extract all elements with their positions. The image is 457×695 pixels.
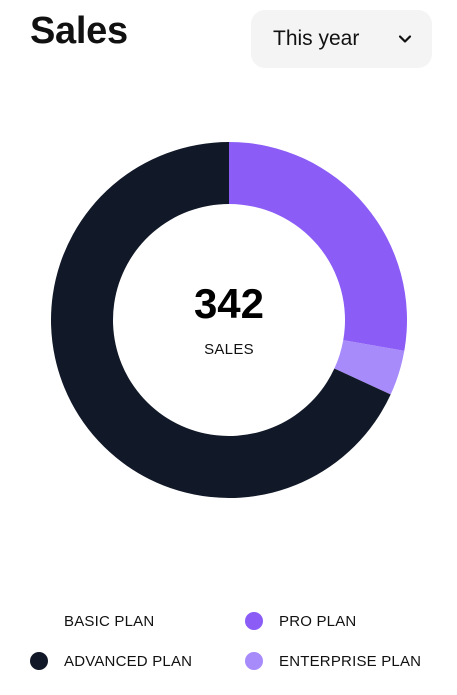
legend-item-advanced-plan: ADVANCED PLAN [30, 652, 192, 670]
legend-item-basic-plan: BASIC PLAN [30, 612, 154, 630]
legend-item-pro-plan: PRO PLAN [245, 612, 356, 630]
legend-dot-basic-plan [30, 612, 48, 630]
legend-label-pro-plan: PRO PLAN [279, 613, 356, 630]
legend-label-basic-plan: BASIC PLAN [64, 613, 154, 630]
legend-label-enterprise-plan: ENTERPRISE PLAN [279, 653, 421, 670]
legend-item-enterprise-plan: ENTERPRISE PLAN [245, 652, 421, 670]
legend-label-advanced-plan: ADVANCED PLAN [64, 653, 192, 670]
total-sales-label: SALES [129, 341, 329, 358]
total-sales-value: 342 [129, 280, 329, 328]
legend-dot-advanced-plan [30, 652, 48, 670]
legend-dot-enterprise-plan [245, 652, 263, 670]
legend-dot-pro-plan [245, 612, 263, 630]
